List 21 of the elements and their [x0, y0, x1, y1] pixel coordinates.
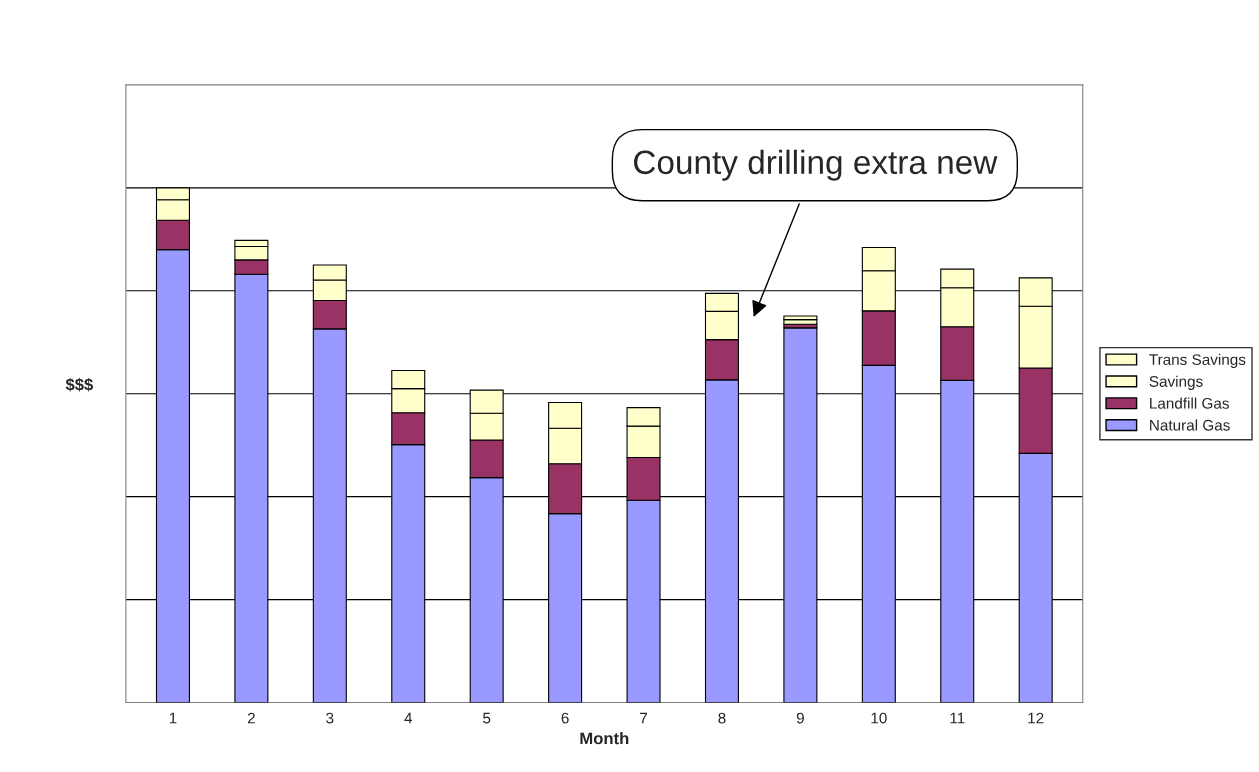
x-tick-label: 5: [483, 712, 491, 724]
text: County drilling extra new: [634, 149, 998, 181]
y-axis-title: $$$: [65, 377, 94, 392]
x-tick-label: 1: [169, 712, 177, 724]
legend-label: Trans Savings: [1149, 353, 1246, 369]
legend-label: Savings: [1149, 375, 1203, 390]
legend-label: Natural Gas: [1150, 419, 1230, 431]
x-tick-label: 12: [1028, 712, 1044, 724]
x-axis-title: Month: [580, 732, 629, 745]
x-tick-label: 7: [640, 712, 648, 724]
x-tick-label: 6: [561, 712, 569, 724]
x-tick-label: 8: [718, 712, 726, 724]
bar: [783, 315, 818, 321]
x-tick-label: 10: [871, 712, 887, 724]
x-tick-label: 4: [404, 712, 413, 724]
x-tick-label: 9: [796, 712, 804, 724]
bar: [783, 319, 818, 325]
x-tick-label: 11: [950, 712, 965, 724]
x-tick-label: 3: [326, 712, 334, 724]
x-tick-label: 2: [247, 712, 255, 724]
legend-label: Landfill Gas: [1150, 397, 1229, 409]
